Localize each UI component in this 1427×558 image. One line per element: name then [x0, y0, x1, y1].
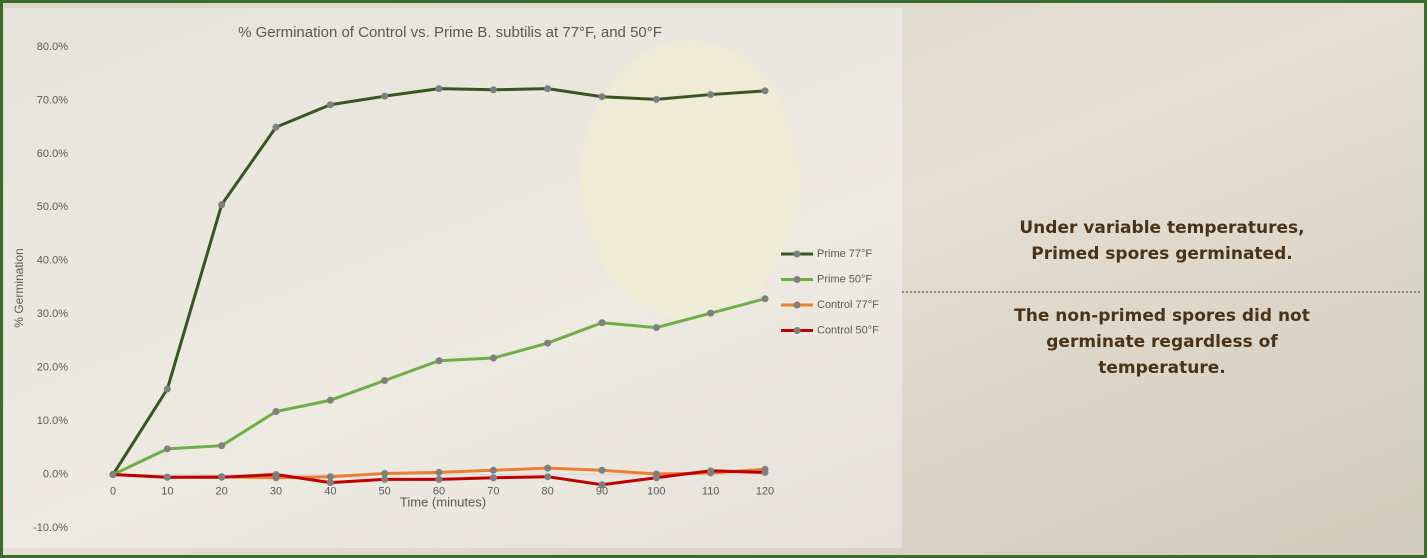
data-point	[544, 85, 551, 92]
slide: % Germination of Control vs. Prime B. su…	[0, 0, 1427, 558]
legend-marker	[794, 276, 801, 283]
legend-label: Prime 77°F	[817, 248, 872, 260]
y-tick-label: 50.0%	[37, 201, 68, 213]
data-point	[436, 469, 443, 476]
data-point	[327, 479, 334, 486]
y-tick-label: 60.0%	[37, 148, 68, 160]
x-tick-label: 110	[702, 485, 720, 497]
data-point	[381, 377, 388, 384]
data-point	[436, 476, 443, 483]
y-tick-label: 10.0%	[37, 415, 68, 427]
data-point	[707, 310, 714, 317]
data-point	[218, 442, 225, 449]
data-point	[273, 124, 280, 131]
y-tick-label: 40.0%	[37, 255, 68, 267]
data-point	[273, 408, 280, 415]
callout-text: Under variable temperatures,	[1019, 218, 1304, 238]
data-point	[544, 473, 551, 480]
data-point	[599, 319, 606, 326]
data-point	[544, 340, 551, 347]
callout-text: germinate regardless of	[1046, 332, 1278, 352]
data-point	[490, 474, 497, 481]
legend-marker	[794, 327, 801, 334]
data-point	[436, 85, 443, 92]
callout-text: temperature.	[1098, 358, 1226, 378]
callout-text: Primed spores germinated.	[1031, 244, 1292, 264]
x-tick-label: 10	[161, 485, 173, 497]
data-point	[762, 87, 769, 94]
data-point	[653, 96, 660, 103]
x-tick-label: 120	[756, 485, 774, 497]
x-tick-label: 50	[379, 485, 391, 497]
data-point	[110, 471, 117, 478]
data-point	[762, 469, 769, 476]
data-point	[490, 467, 497, 474]
data-point	[599, 93, 606, 100]
data-point	[436, 357, 443, 364]
x-tick-label: 100	[647, 485, 665, 497]
x-tick-label: 0	[110, 485, 116, 497]
x-tick-label: 20	[216, 485, 228, 497]
data-point	[707, 467, 714, 474]
data-point	[164, 445, 171, 452]
data-point	[599, 481, 606, 488]
data-point	[381, 93, 388, 100]
y-tick-label: 80.0%	[37, 41, 68, 53]
y-tick-label: -10.0%	[33, 522, 68, 534]
data-point	[164, 386, 171, 393]
y-tick-label: 30.0%	[37, 308, 68, 320]
data-point	[490, 355, 497, 362]
x-tick-label: 40	[324, 485, 336, 497]
x-tick-label: 80	[542, 485, 554, 497]
chart-title: % Germination of Control vs. Prime B. su…	[238, 24, 662, 41]
data-point	[544, 465, 551, 472]
x-tick-label: 30	[270, 485, 282, 497]
legend-label: Prime 50°F	[817, 273, 872, 285]
y-axis-title: % Germination	[12, 248, 26, 327]
data-point	[381, 476, 388, 483]
data-point	[707, 91, 714, 98]
data-point	[490, 86, 497, 93]
data-point	[327, 397, 334, 404]
callout-text: The non-primed spores did not	[1014, 306, 1310, 326]
y-tick-label: 70.0%	[37, 94, 68, 106]
legend-label: Control 77°F	[817, 299, 879, 311]
data-point	[653, 324, 660, 331]
x-tick-label: 70	[487, 485, 499, 497]
data-point	[599, 467, 606, 474]
data-point	[327, 101, 334, 108]
legend-marker	[794, 251, 801, 258]
data-point	[273, 471, 280, 478]
data-point	[218, 201, 225, 208]
data-point	[218, 474, 225, 481]
data-point	[164, 474, 171, 481]
chart: % Germination of Control vs. Prime B. su…	[0, 0, 1427, 558]
legend-marker	[794, 302, 801, 309]
legend-label: Control 50°F	[817, 324, 879, 336]
data-point	[653, 474, 660, 481]
x-tick-label: 60	[433, 485, 445, 497]
data-point	[762, 295, 769, 302]
y-tick-label: 0.0%	[43, 468, 68, 480]
y-tick-label: 20.0%	[37, 362, 68, 374]
